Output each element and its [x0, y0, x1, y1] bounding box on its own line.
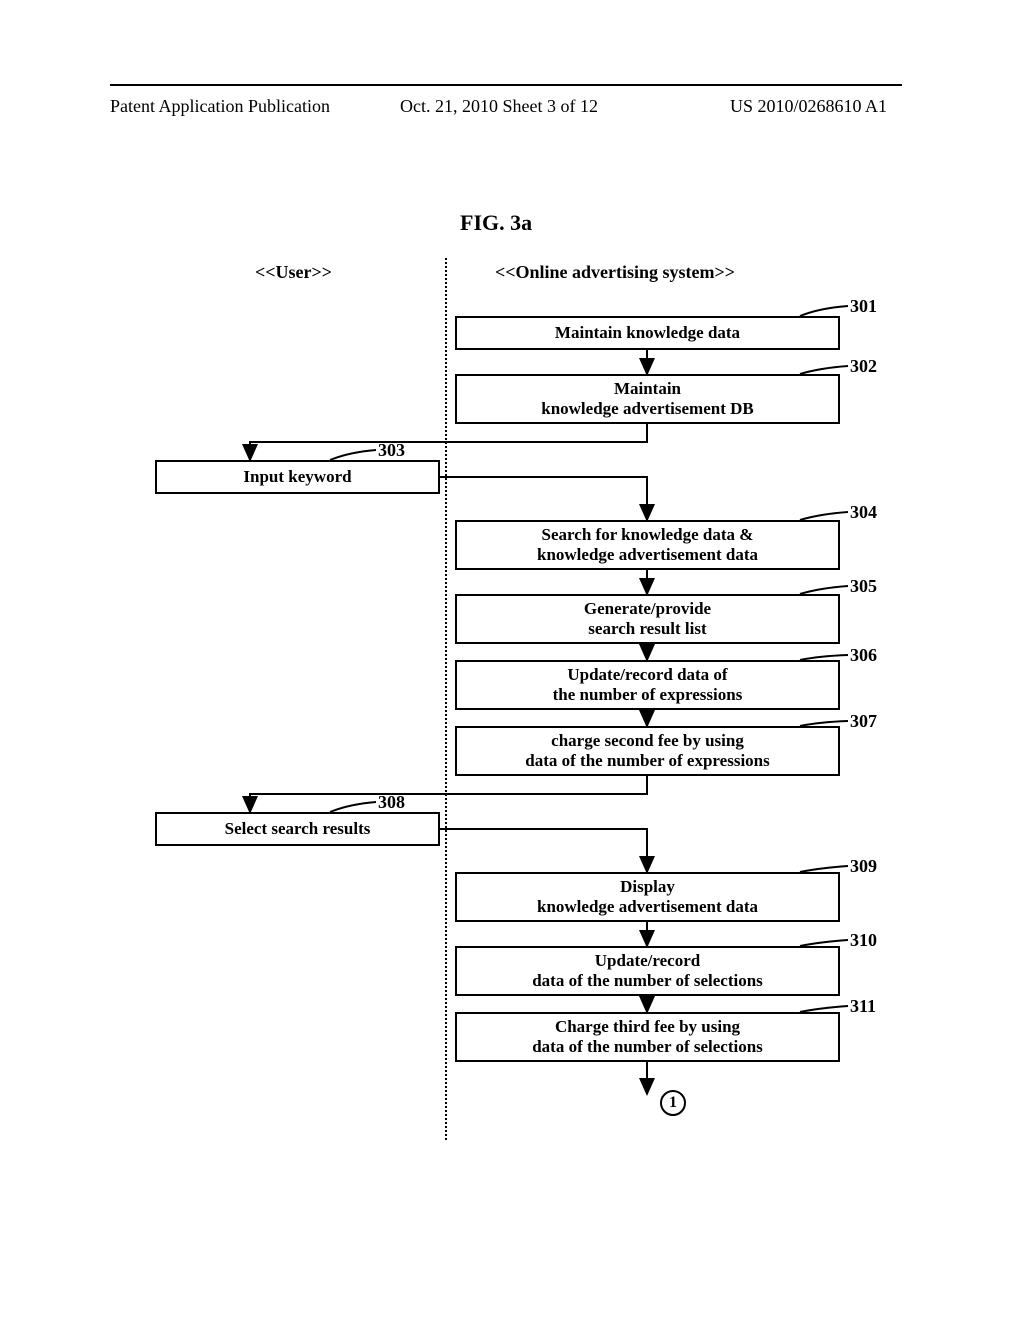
flowchart-arrows [0, 0, 1024, 1320]
off-page-connector: 1 [660, 1090, 686, 1116]
connector-label: 1 [669, 1094, 677, 1112]
